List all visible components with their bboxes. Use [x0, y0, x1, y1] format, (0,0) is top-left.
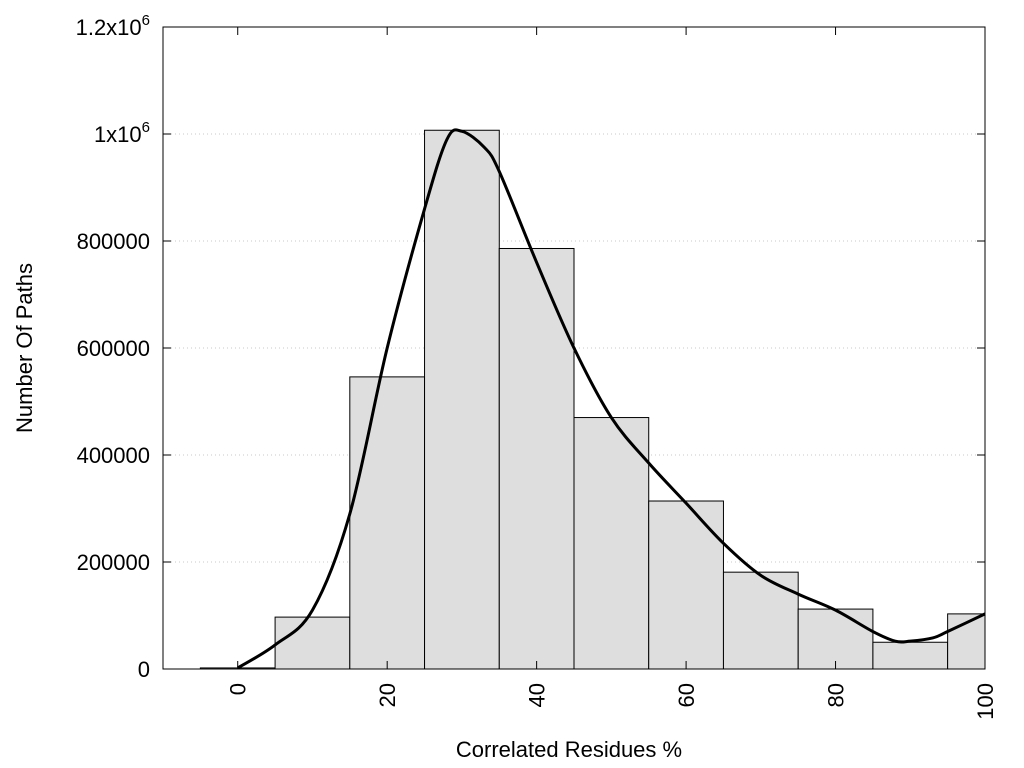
histogram-bar: [274, 616, 351, 670]
x-tick-label: 40: [525, 683, 550, 707]
y-tick-label: 1.2x106: [76, 12, 150, 40]
y-tick-label: 200000: [77, 550, 150, 575]
x-axis-ticks: 0 20 40 60 80 100: [226, 27, 998, 720]
x-tick-label: 60: [674, 683, 699, 707]
x-axis-title: Correlated Residues %: [456, 737, 682, 762]
histogram-bar: [648, 500, 724, 670]
y-tick-label: 600000: [77, 336, 150, 361]
x-tick-label: 100: [973, 683, 998, 720]
histogram-bar: [498, 247, 575, 670]
y-tick-label: 0: [138, 657, 150, 682]
density-curve-layer: [236, 128, 986, 670]
y-tick-label: 400000: [77, 443, 150, 468]
x-tick-label: 0: [226, 683, 251, 695]
y-tick-label: 800000: [77, 229, 150, 254]
histogram-bar: [722, 571, 799, 670]
histogram-bar: [424, 129, 500, 670]
grid-lines: [163, 133, 985, 563]
y-axis-ticks: 0 200000 400000 600000 800000 1x106 1.2x106: [76, 12, 985, 682]
x-tick-label: 80: [824, 683, 849, 707]
y-tick-label: 1x106: [94, 119, 150, 147]
y-axis-title: Number Of Paths: [12, 263, 37, 433]
histogram-bar: [872, 641, 949, 670]
histogram-bar: [797, 608, 874, 670]
histogram-bars: [199, 129, 986, 670]
histogram-bar: [349, 376, 426, 670]
x-tick-label: 20: [375, 683, 400, 707]
density-curve: [236, 128, 986, 670]
histogram-bar: [573, 417, 650, 670]
